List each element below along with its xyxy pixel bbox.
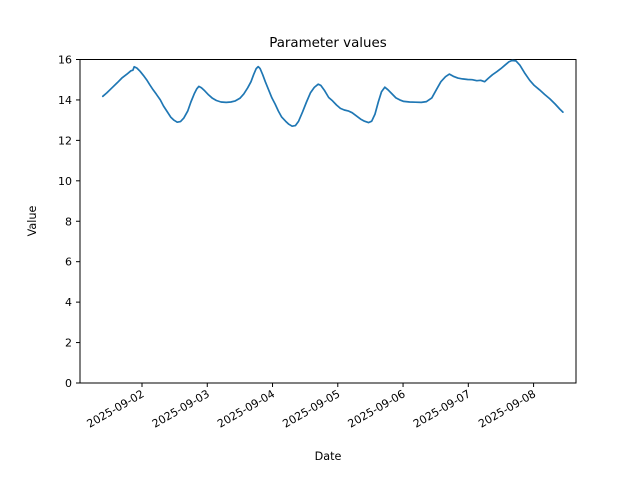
y-axis-label: Value	[26, 206, 39, 237]
y-tick-label: 6	[65, 256, 72, 269]
y-tick-label: 0	[65, 377, 72, 390]
chart-title: Parameter values	[269, 36, 386, 51]
x-axis-label: Date	[315, 450, 342, 463]
y-tick-label: 12	[58, 134, 72, 147]
y-tick-label: 14	[58, 94, 72, 107]
y-axis-ticks: 0 2 4 6 8 10 12 14 16	[58, 54, 80, 390]
y-tick-label: 2	[65, 337, 72, 350]
y-tick-label: 4	[65, 296, 72, 309]
y-tick-label: 16	[58, 54, 72, 67]
y-tick-label: 8	[65, 215, 72, 228]
data-line	[101, 59, 564, 128]
y-tick-label: 10	[58, 175, 72, 188]
